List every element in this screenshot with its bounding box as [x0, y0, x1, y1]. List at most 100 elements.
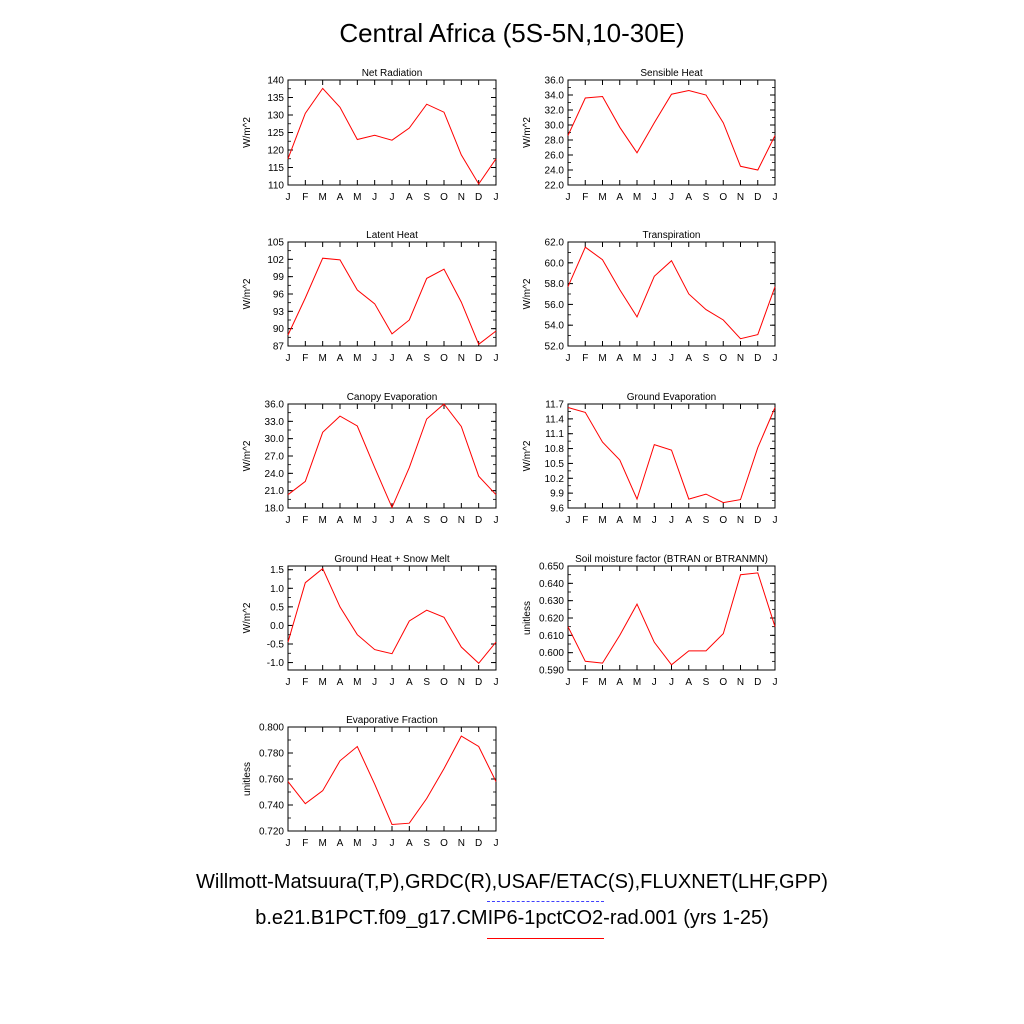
y-tick-label: 115: [268, 163, 284, 174]
panel-title: Evaporative Fraction: [346, 715, 438, 726]
y-tick-label: 10.2: [545, 474, 565, 485]
y-tick-label: 10.8: [545, 444, 565, 455]
x-tick-label: S: [703, 677, 710, 688]
y-tick-label: 0.620: [539, 614, 564, 625]
panel-title: Net Radiation: [362, 68, 423, 79]
y-tick-label: 0.610: [539, 631, 564, 642]
panel-title: Transpiration: [643, 230, 701, 241]
x-tick-label: O: [719, 515, 727, 526]
x-tick-label: D: [754, 192, 761, 203]
y-tick-label: 62.0: [545, 238, 565, 249]
x-tick-label: O: [440, 353, 448, 364]
x-tick-label: N: [737, 192, 744, 203]
y-tick-label: 30.0: [265, 434, 285, 445]
x-tick-label: A: [685, 515, 692, 526]
panel-1: Net Radiation W/m^2 110 115 120 125 130 135 140 J…: [242, 68, 499, 203]
x-tick-label: O: [440, 192, 448, 203]
y-tick-label: 11.4: [545, 414, 564, 425]
series-line: [567, 407, 776, 504]
y-tick-label: 9.6: [550, 504, 564, 515]
x-tick-label: M: [633, 192, 641, 203]
x-tick-label: J: [773, 515, 778, 526]
x-tick-label: M: [318, 192, 326, 203]
x-tick-label: J: [372, 192, 377, 203]
plot-frame: [287, 403, 497, 509]
x-tick-label: M: [353, 515, 361, 526]
y-tick-label: 0.600: [539, 648, 564, 659]
y-tick-label: 87: [273, 342, 285, 353]
x-tick-label: J: [773, 677, 778, 688]
x-tick-label: J: [286, 838, 291, 849]
x-tick-label: J: [669, 192, 674, 203]
x-tick-label: A: [406, 838, 413, 849]
x-tick-label: A: [406, 192, 413, 203]
y-axis-label: W/m^2: [522, 440, 533, 471]
y-tick-label: 30.0: [545, 121, 565, 132]
x-tick-label: J: [566, 353, 571, 364]
x-tick-label: J: [652, 192, 657, 203]
series-line: [567, 572, 776, 666]
x-tick-label: O: [440, 838, 448, 849]
x-tick-label: J: [494, 192, 499, 203]
x-tick-label: J: [390, 677, 395, 688]
y-tick-label: 9.9: [550, 489, 564, 500]
y-tick-label: 0.650: [539, 562, 564, 573]
x-tick-label: N: [458, 515, 465, 526]
y-tick-label: 0.630: [539, 596, 564, 607]
y-axis-label: W/m^2: [242, 117, 253, 148]
x-tick-label: M: [353, 353, 361, 364]
y-tick-label: 0.5: [270, 602, 284, 613]
x-tick-label: O: [440, 677, 448, 688]
y-tick-label: 56.0: [545, 300, 565, 311]
panel-title: Ground Heat + Snow Melt: [334, 554, 450, 565]
y-tick-label: 135: [267, 93, 284, 104]
plot-frame: [287, 79, 497, 186]
series-line: [287, 87, 497, 185]
plot-frame: [287, 565, 497, 671]
page-title: Central Africa (5S-5N,10-30E): [339, 18, 685, 48]
x-tick-label: J: [494, 838, 499, 849]
y-tick-label: -1.0: [267, 658, 285, 669]
panel-title: Sensible Heat: [640, 68, 702, 79]
x-tick-label: F: [302, 838, 308, 849]
x-tick-label: A: [685, 353, 692, 364]
panel-title: Soil moisture factor (BTRAN or BTRANMN): [575, 554, 768, 565]
x-tick-label: N: [737, 515, 744, 526]
x-tick-label: A: [685, 192, 692, 203]
x-tick-label: J: [390, 515, 395, 526]
x-tick-label: M: [353, 677, 361, 688]
y-axis-label: unitless: [522, 601, 533, 635]
x-tick-label: F: [302, 353, 308, 364]
series-line: [287, 257, 497, 346]
x-tick-label: J: [390, 192, 395, 203]
y-tick-label: 0.780: [259, 749, 284, 760]
y-tick-label: 11.1: [545, 429, 564, 440]
x-tick-label: J: [372, 838, 377, 849]
x-tick-label: S: [703, 353, 710, 364]
x-tick-label: J: [652, 515, 657, 526]
x-tick-label: N: [458, 353, 465, 364]
y-tick-label: 120: [267, 146, 284, 157]
x-tick-label: F: [582, 515, 588, 526]
x-tick-label: J: [286, 515, 291, 526]
x-tick-label: J: [390, 838, 395, 849]
y-tick-label: 36.0: [265, 400, 285, 411]
x-tick-label: D: [475, 515, 482, 526]
plot-frame: [567, 79, 776, 186]
panel-4: Transpiration W/m^2 52.0 54.0 56.0 58.0 60.0 62…: [522, 230, 778, 364]
y-tick-label: 0.760: [259, 775, 284, 786]
x-tick-label: F: [302, 677, 308, 688]
series-line: [287, 735, 497, 826]
y-tick-label: 1.5: [270, 565, 284, 576]
x-tick-label: F: [302, 192, 308, 203]
y-tick-label: 58.0: [545, 279, 565, 290]
x-tick-label: A: [406, 677, 413, 688]
x-tick-label: J: [773, 192, 778, 203]
y-tick-label: 28.0: [545, 136, 565, 147]
panel-7: Ground Heat + Snow Melt W/m^2 -1.0 -0.5 0.0 0…: [242, 554, 499, 688]
plot-frame: [287, 241, 497, 347]
x-tick-label: J: [494, 677, 499, 688]
x-tick-label: D: [754, 677, 761, 688]
legend-model-swatch: [487, 938, 604, 939]
panel-9: Evaporative Fraction unitless 0.720 0.740 0.…: [242, 715, 499, 849]
